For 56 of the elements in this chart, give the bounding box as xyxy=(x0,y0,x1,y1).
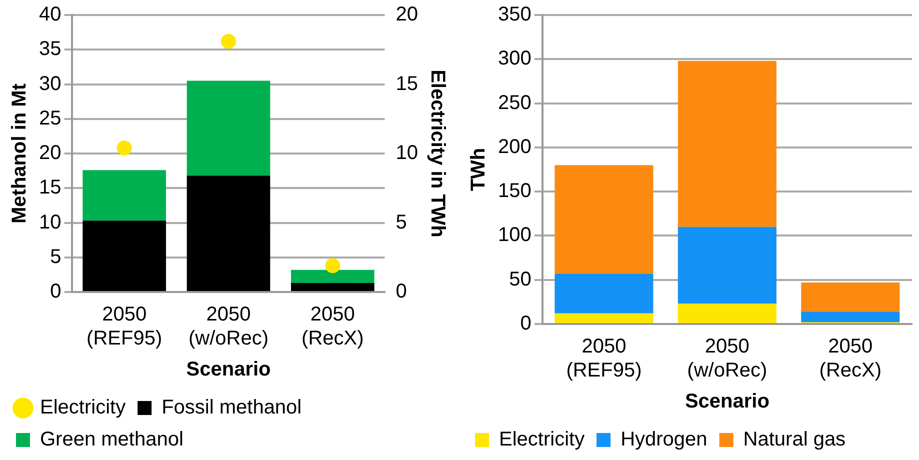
y-tick-label: 250 xyxy=(498,92,532,114)
y-tick-label: 0 xyxy=(50,280,62,303)
y-tick-label: 40 xyxy=(38,4,62,26)
y2-tick-label: 10 xyxy=(396,142,418,164)
x-tick-label: 2050 (REF95) xyxy=(566,336,642,382)
y-tick-label: 10 xyxy=(38,211,62,234)
legend-label: Electricity xyxy=(40,396,126,419)
bar xyxy=(801,282,900,312)
legend-label: Fossil methanol xyxy=(162,396,302,419)
legend-label: Green methanol xyxy=(40,428,184,451)
point xyxy=(116,140,132,156)
bar xyxy=(291,283,374,291)
legend-label: Hydrogen xyxy=(620,428,708,451)
y-tick-label: 20 xyxy=(38,142,62,164)
point xyxy=(221,34,236,49)
y-axis-title: Methanol in Mt xyxy=(8,83,31,224)
bar xyxy=(554,274,654,314)
x-tick-label: 2050 (REF95) xyxy=(86,304,162,350)
y-tick-label: 25 xyxy=(38,107,62,130)
bar xyxy=(186,80,270,176)
y-tick-label: 0 xyxy=(520,312,532,335)
bar xyxy=(82,220,166,291)
x-tick-label: 2050 (RecX) xyxy=(302,304,364,350)
y-tick-label: 350 xyxy=(498,4,532,26)
legend-label: Natural gas xyxy=(743,428,846,451)
legend-label: Electricity xyxy=(499,428,585,451)
bar xyxy=(678,304,776,323)
y-tick-label: 150 xyxy=(498,180,532,202)
y-tick-label: 15 xyxy=(38,176,62,199)
point xyxy=(325,258,340,274)
bar xyxy=(678,226,776,304)
y-axis-title: TWh xyxy=(468,148,490,192)
y2-tick-label: 15 xyxy=(396,72,418,95)
y-tick-label: 200 xyxy=(498,136,532,158)
y-tick-label: 5 xyxy=(50,246,62,268)
y-tick-label: 300 xyxy=(498,48,532,70)
bar xyxy=(678,60,776,227)
bar xyxy=(186,176,270,291)
x-axis-title: Scenario xyxy=(186,358,271,381)
x-tick-label: 2050 (w/oRec) xyxy=(687,336,768,382)
bar xyxy=(554,165,654,274)
y-tick-label: 100 xyxy=(498,224,532,246)
y2-tick-label: 5 xyxy=(396,211,407,234)
bar xyxy=(291,270,374,283)
x-tick-label: 2050 (w/oRec) xyxy=(188,304,269,350)
y-tick-label: 50 xyxy=(509,268,532,290)
y2-tick-label: 0 xyxy=(396,280,407,303)
y-tick-label: 35 xyxy=(38,38,62,60)
x-tick-label: 2050 (RecX) xyxy=(819,336,882,382)
x-axis-title: Scenario xyxy=(684,390,770,413)
y-tick-label: 30 xyxy=(38,72,62,95)
bar xyxy=(82,170,166,221)
y2-axis-title: Electricity in TWh xyxy=(426,70,448,238)
bar xyxy=(801,312,900,322)
bar xyxy=(554,313,654,323)
y2-tick-label: 20 xyxy=(396,4,418,26)
